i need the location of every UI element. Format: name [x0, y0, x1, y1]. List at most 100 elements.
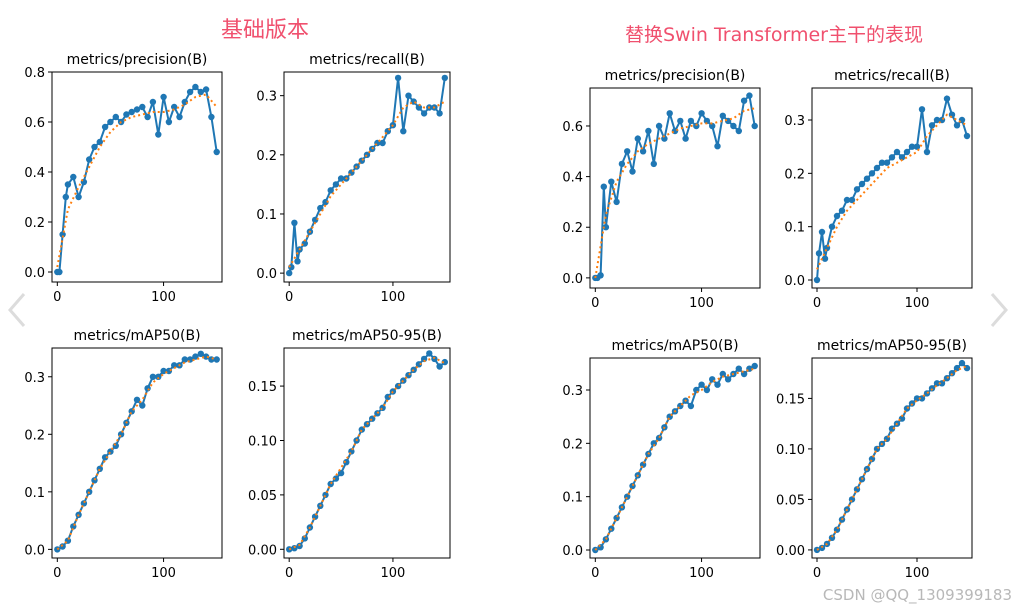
group-title-baseline: 基础版本	[220, 18, 309, 43]
results-data-point	[903, 148, 911, 156]
x-tick-label: 100	[151, 566, 176, 581]
results-data-point	[181, 356, 188, 363]
chart-title: metrics/mAP50(B)	[73, 328, 200, 344]
results-data-point	[117, 431, 125, 438]
results-data-point	[123, 111, 130, 118]
results-data-point	[70, 173, 77, 181]
results-data-point	[918, 106, 926, 113]
results-data-point	[379, 139, 386, 147]
results-data-point	[327, 480, 334, 488]
smooth-series-line	[816, 365, 968, 551]
results-data-point	[112, 113, 120, 121]
results-data-point	[618, 160, 626, 168]
y-tick-label: 0.2	[562, 221, 583, 236]
results-data-point	[883, 159, 891, 166]
watermark: CSDN @QQ_1309399183	[822, 586, 1012, 604]
y-tick-label: 0.6	[562, 120, 583, 135]
results-data-point	[698, 110, 705, 117]
x-tick-label: 0	[813, 296, 821, 311]
results-data-point	[602, 224, 610, 231]
results-data-point	[735, 127, 742, 135]
chart-recall-baseline: metrics/recall(B) 0.0 0.1 0.2 0.3 0 100	[232, 46, 492, 322]
results-data-point	[441, 358, 448, 366]
results-data-point	[128, 108, 135, 116]
results-data-point	[327, 187, 334, 194]
chevron-right-icon[interactable]	[986, 290, 1012, 330]
results-data-point	[332, 181, 340, 188]
chart-precision-swin: metrics/precision(B) 0.0 0.2 0.4 0.6 0 100	[538, 60, 798, 328]
results-data-point	[144, 113, 151, 121]
results-data-point	[724, 376, 732, 383]
results-series-line	[56, 352, 217, 551]
results-data-point	[943, 95, 951, 102]
results-data-point	[813, 546, 821, 554]
x-tick-label: 100	[381, 290, 406, 305]
results-data-point	[963, 132, 971, 140]
results-data-point	[923, 148, 931, 156]
chart-map50-swin: metrics/mAP50(B) 0.0 0.1 0.2 0.3 0 100	[538, 330, 798, 598]
plot-frame	[283, 71, 451, 283]
y-tick-label: 0.0	[24, 543, 45, 558]
results-data-point	[698, 381, 705, 388]
y-tick-label: 0.3	[784, 114, 805, 129]
results-data-point	[740, 97, 748, 104]
plot-frame	[811, 357, 973, 559]
results-series-line	[816, 94, 968, 281]
results-data-point	[963, 364, 971, 372]
results-data-point	[693, 122, 700, 130]
chart-title: metrics/mAP50(B)	[611, 338, 738, 354]
results-data-point	[291, 545, 298, 552]
chart-title: metrics/precision(B)	[605, 68, 746, 84]
results-data-point	[149, 373, 157, 380]
results-data-point	[107, 118, 114, 126]
results-data-point	[332, 475, 340, 482]
results-data-point	[848, 196, 856, 204]
results-data-point	[86, 488, 93, 495]
results-data-point	[415, 104, 423, 111]
results-data-point	[59, 543, 66, 550]
results-data-point	[666, 110, 673, 117]
results-data-point	[197, 88, 204, 96]
results-data-point	[112, 442, 120, 449]
smooth-series-line	[288, 356, 446, 551]
y-tick-label: 0.0	[784, 274, 805, 289]
y-tick-label: 0.10	[248, 434, 277, 449]
results-data-point	[873, 445, 881, 453]
results-data-point	[192, 353, 199, 360]
results-data-point	[838, 207, 846, 214]
results-data-point	[858, 180, 866, 188]
results-data-point	[165, 118, 173, 126]
results-data-point	[943, 375, 951, 382]
results-data-point	[176, 113, 183, 121]
results-data-point	[394, 74, 402, 82]
smooth-series-line	[56, 93, 218, 268]
results-series-line	[594, 365, 756, 551]
results-data-point	[202, 353, 210, 360]
results-series-line	[595, 93, 756, 279]
chart-title: metrics/mAP50-95(B)	[817, 338, 967, 354]
y-tick-label: 0.4	[562, 171, 583, 186]
x-tick-label: 100	[905, 566, 930, 581]
results-data-point	[933, 116, 941, 124]
results-data-point	[139, 402, 146, 409]
y-tick-label: 0.3	[256, 90, 277, 105]
results-data-point	[213, 148, 220, 156]
results-data-point	[719, 112, 726, 119]
results-data-point	[608, 178, 615, 185]
x-tick-label: 100	[151, 290, 176, 305]
chart-precision-baseline: metrics/precision(B) 0.0 0.2 0.4 0.6 0.8 0 100	[0, 46, 260, 322]
plot-frame	[283, 347, 451, 559]
results-data-point	[751, 122, 758, 130]
results-data-point	[928, 122, 936, 129]
results-series-line	[57, 85, 218, 273]
results-data-point	[629, 168, 636, 175]
results-data-point	[650, 160, 657, 168]
results-data-point	[661, 135, 668, 142]
results-data-point	[703, 386, 711, 394]
results-data-point	[613, 198, 620, 206]
results-data-point	[597, 544, 604, 551]
results-data-point	[441, 74, 448, 82]
y-tick-label: 0.6	[24, 116, 45, 131]
chevron-left-icon[interactable]	[4, 290, 30, 330]
results-data-point	[301, 535, 308, 542]
